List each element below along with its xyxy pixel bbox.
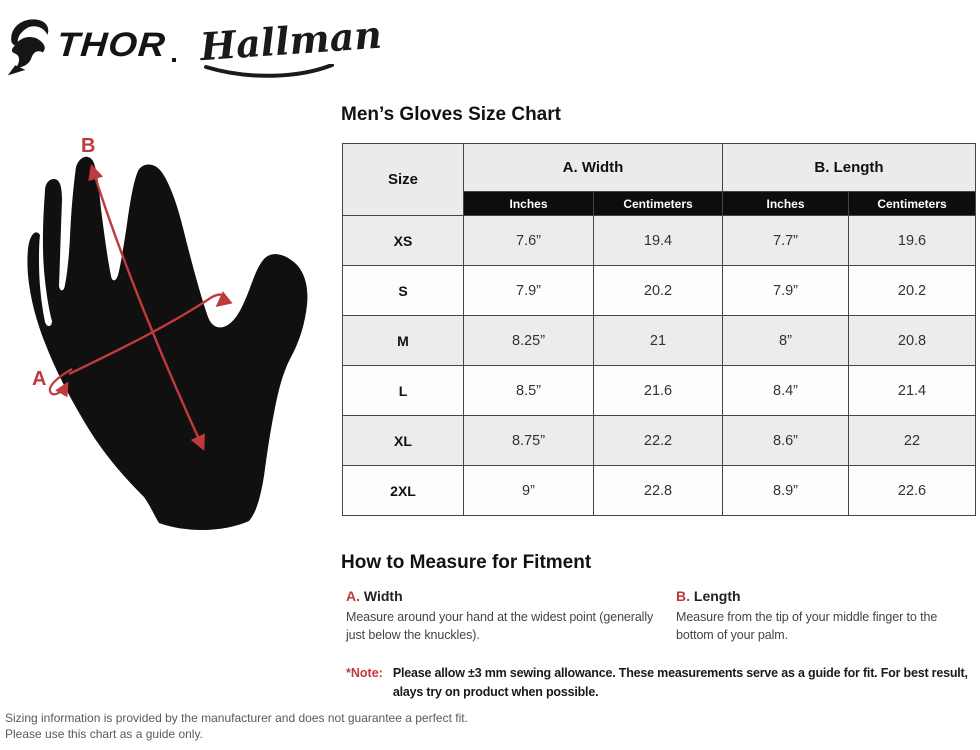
subheader-length-centimeters: Centimeters bbox=[848, 191, 976, 216]
hallman-swash-icon bbox=[204, 64, 334, 78]
footer-line1: Sizing information is provided by the ma… bbox=[5, 711, 468, 725]
width-inches-cell: 7.6” bbox=[463, 215, 594, 266]
length-inches-cell: 7.9” bbox=[722, 265, 849, 316]
label-a: A bbox=[32, 368, 46, 390]
table-row: L 8.5” 21.6 8.4” 21.4 bbox=[342, 365, 976, 416]
table-row: S 7.9” 20.2 7.9” 20.2 bbox=[342, 265, 976, 316]
measure-length-block: B. Length Measure from the tip of your m… bbox=[676, 588, 976, 644]
width-inches-cell: 8.5” bbox=[463, 365, 594, 416]
hallman-wordmark: Hallman bbox=[198, 11, 384, 70]
measure-length-letter: B. bbox=[676, 588, 690, 604]
length-inches-cell: 8” bbox=[722, 315, 849, 366]
subheader-width-inches: Inches bbox=[463, 191, 594, 216]
thor-horns-icon bbox=[7, 19, 49, 76]
length-cm-cell: 19.6 bbox=[848, 215, 976, 266]
label-b: B bbox=[81, 135, 95, 157]
note-block: *Note: Please allow ±3 mm sewing allowan… bbox=[346, 664, 970, 702]
width-inches-cell: 8.75” bbox=[463, 415, 594, 466]
width-cm-cell: 21 bbox=[593, 315, 723, 366]
length-inches-cell: 8.9” bbox=[722, 465, 849, 516]
width-inches-cell: 9” bbox=[463, 465, 594, 516]
width-cm-cell: 21.6 bbox=[593, 365, 723, 416]
table-row: M 8.25” 21 8” 20.8 bbox=[342, 315, 976, 366]
length-inches-cell: 7.7” bbox=[722, 215, 849, 266]
length-cm-cell: 20.2 bbox=[848, 265, 976, 316]
measure-width-text: Measure around your hand at the widest p… bbox=[346, 610, 654, 643]
length-cm-cell: 20.8 bbox=[848, 315, 976, 366]
note-text: Please allow ±3 mm sewing allowance. The… bbox=[392, 666, 968, 699]
column-group-length: B. Length bbox=[722, 143, 976, 192]
width-inches-cell: 7.9” bbox=[463, 265, 594, 316]
size-cell: XS bbox=[342, 215, 464, 266]
measure-length-text: Measure from the tip of your middle fing… bbox=[676, 610, 938, 643]
measure-length-title: Length bbox=[693, 588, 741, 604]
size-cell: 2XL bbox=[342, 465, 464, 516]
size-cell: XL bbox=[342, 415, 464, 466]
length-cm-cell: 22.6 bbox=[848, 465, 976, 516]
note-label: *Note: bbox=[346, 666, 383, 680]
column-group-width: A. Width bbox=[463, 143, 723, 192]
measure-width-title: Width bbox=[363, 588, 403, 604]
length-cm-cell: 21.4 bbox=[848, 365, 976, 416]
length-inches-cell: 8.4” bbox=[722, 365, 849, 416]
length-inches-cell: 8.6” bbox=[722, 415, 849, 466]
hand-silhouette bbox=[27, 156, 308, 530]
footer-line2: Please use this chart as a guide only. bbox=[5, 727, 203, 742]
measure-width-letter: A. bbox=[346, 588, 360, 604]
width-arrow bbox=[68, 291, 233, 376]
width-cm-cell: 22.2 bbox=[593, 415, 723, 466]
hallman-logo: Hallman bbox=[199, 12, 383, 78]
measure-width-block: A. Width Measure around your hand at the… bbox=[346, 588, 664, 644]
thor-wordmark: THOR bbox=[55, 25, 168, 64]
width-inches-cell: 8.25” bbox=[463, 315, 594, 366]
size-cell: S bbox=[342, 265, 464, 316]
subheader-length-inches: Inches bbox=[722, 191, 849, 216]
hand-figure: B A bbox=[12, 125, 342, 540]
size-chart-title: Men’s Gloves Size Chart bbox=[341, 104, 561, 125]
column-header-size: Size bbox=[342, 143, 464, 216]
thor-logo: THOR bbox=[6, 14, 176, 76]
size-cell: L bbox=[342, 365, 464, 416]
length-arrow bbox=[88, 164, 205, 451]
width-arrow-curl bbox=[48, 368, 73, 398]
subheader-width-centimeters: Centimeters bbox=[593, 191, 723, 216]
length-cm-cell: 22 bbox=[848, 415, 976, 466]
width-cm-cell: 19.4 bbox=[593, 215, 723, 266]
measure-heading: How to Measure for Fitment bbox=[341, 552, 592, 573]
thor-trademark-dot bbox=[171, 58, 176, 62]
width-cm-cell: 20.2 bbox=[593, 265, 723, 316]
size-cell: M bbox=[342, 315, 464, 366]
table-row: XL 8.75” 22.2 8.6” 22 bbox=[342, 415, 976, 466]
size-chart-table: Size A. Width B. Length Inches Centimete… bbox=[342, 143, 976, 516]
table-row: 2XL 9” 22.8 8.9” 22.6 bbox=[342, 465, 976, 516]
table-row: XS 7.6” 19.4 7.7” 19.6 bbox=[342, 215, 976, 266]
footer-disclaimer: Sizing information is provided by the ma… bbox=[5, 710, 468, 742]
width-cm-cell: 22.8 bbox=[593, 465, 723, 516]
